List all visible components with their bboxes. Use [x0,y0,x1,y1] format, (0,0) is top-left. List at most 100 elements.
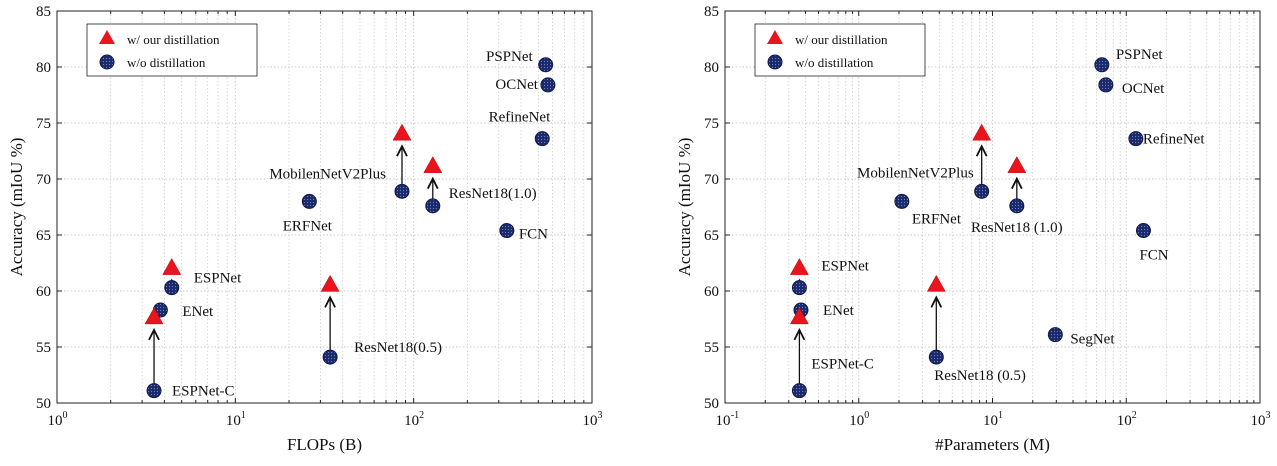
legend-box [754,23,926,77]
y-axis-label: Accuracy (mIoU %) [675,138,694,277]
baseline-point [1128,131,1144,147]
arrow-head [324,295,336,308]
arrow-head [1011,176,1023,190]
point-label: MobilenNetV2Plus [269,166,386,182]
y-tick-label: 80 [704,60,719,76]
y-tick-label: 60 [36,284,51,300]
point-label: RefineNet [1143,132,1205,148]
point-label: FCN [519,227,548,243]
baseline-point [1047,327,1063,343]
arrow-head [396,144,408,157]
distilled-point [926,274,946,292]
distilled-point [789,258,809,275]
point-label: ESPNet [194,271,242,287]
legend-box [86,23,258,77]
point-label: ResNet18(0.5) [354,340,442,356]
baseline-point [499,223,515,239]
point-label: RefineNet [489,110,551,126]
y-tick-label: 70 [36,172,51,188]
point-label: ENet [823,303,855,319]
distilled-point [392,123,412,141]
x-tick-exponent: 3 [1266,410,1271,421]
point-label: FCN [1139,248,1168,264]
x-axis-label: #Parameters (M) [935,435,1050,454]
y-axis-label: Accuracy (mIoU %) [7,138,26,277]
y-tick-label: 50 [36,396,51,412]
point-label: ResNet18 (0.5) [934,368,1026,384]
legend-label: w/o distillation [127,55,206,70]
distilled-point [320,274,340,292]
distilled-point [144,307,164,325]
x-tick-label: 10 [226,413,241,429]
point-label: OCNet [495,77,538,93]
legend-triangle-marker [99,30,115,44]
x-tick-label: 10 [1117,413,1132,429]
axes-frame [56,10,593,404]
legend: w/ our distillation w/o distillation [754,23,926,77]
baseline-point [425,198,441,214]
distilled-point [789,307,809,325]
y-tick-label: 60 [704,284,719,300]
legend-label: w/o distillation [795,55,874,70]
baseline-point [791,383,807,399]
y-tick-label: 65 [704,228,719,244]
y-tick-label: 80 [36,60,51,76]
x-tick-label: 10 [1251,413,1266,429]
x-tick-label: 10 [583,413,598,429]
legend-label: w/ our distillation [127,32,220,47]
x-tick-exponent: 2 [1132,410,1137,421]
legend-circle-marker [99,54,115,70]
x-tick-label: 10 [983,413,998,429]
baseline-point [322,349,338,365]
point-label: ENet [182,304,214,320]
baseline-point [1135,223,1151,239]
baseline-point [540,77,556,93]
y-tick-label: 75 [704,116,719,132]
point-label: ERFNet [912,211,962,227]
baseline-point [394,183,410,199]
y-tick-label: 55 [704,340,719,356]
y-tick-label: 70 [704,172,719,188]
x-tick-exponent: 2 [419,410,424,421]
point-label: ResNet18 (1.0) [971,220,1063,236]
y-tick-label: 50 [704,396,719,412]
baseline-point [146,383,162,399]
x-axis-label: FLOPs (B) [287,435,362,454]
x-tick-exponent: 3 [598,410,603,421]
legend-triangle-marker [767,30,783,44]
arrow-head [975,144,988,157]
y-tick-label: 75 [36,116,51,132]
x-tick-exponent: 0 [63,410,68,421]
point-label: ResNet18(1.0) [449,186,537,202]
distilled-point [972,123,992,141]
baseline-point [1098,77,1114,93]
baseline-point [1009,198,1025,214]
arrow-head [148,327,160,341]
legend-circle-marker [767,54,783,70]
point-label: MobilenNetV2Plus [857,165,974,181]
y-tick-label: 85 [36,4,51,20]
distilled-point [423,156,443,173]
point-label: ERFNet [283,218,333,234]
point-label: OCNet [1122,81,1165,97]
baseline-point [974,183,990,199]
baseline-point [1094,57,1110,73]
baseline-point [164,280,180,296]
y-tick-label: 85 [704,4,719,20]
baseline-point [928,349,944,365]
x-tick-label: 10 [404,413,419,429]
arrow-head [793,327,806,341]
legend: w/ our distillation w/o distillation [86,23,258,77]
arrow-head [426,176,439,190]
arrow-head [930,295,943,308]
baseline-point [538,57,554,73]
arrows [148,144,439,384]
baseline-point [894,193,910,209]
distilled-point [1007,156,1027,173]
x-tick-exponent: 1 [241,410,246,421]
